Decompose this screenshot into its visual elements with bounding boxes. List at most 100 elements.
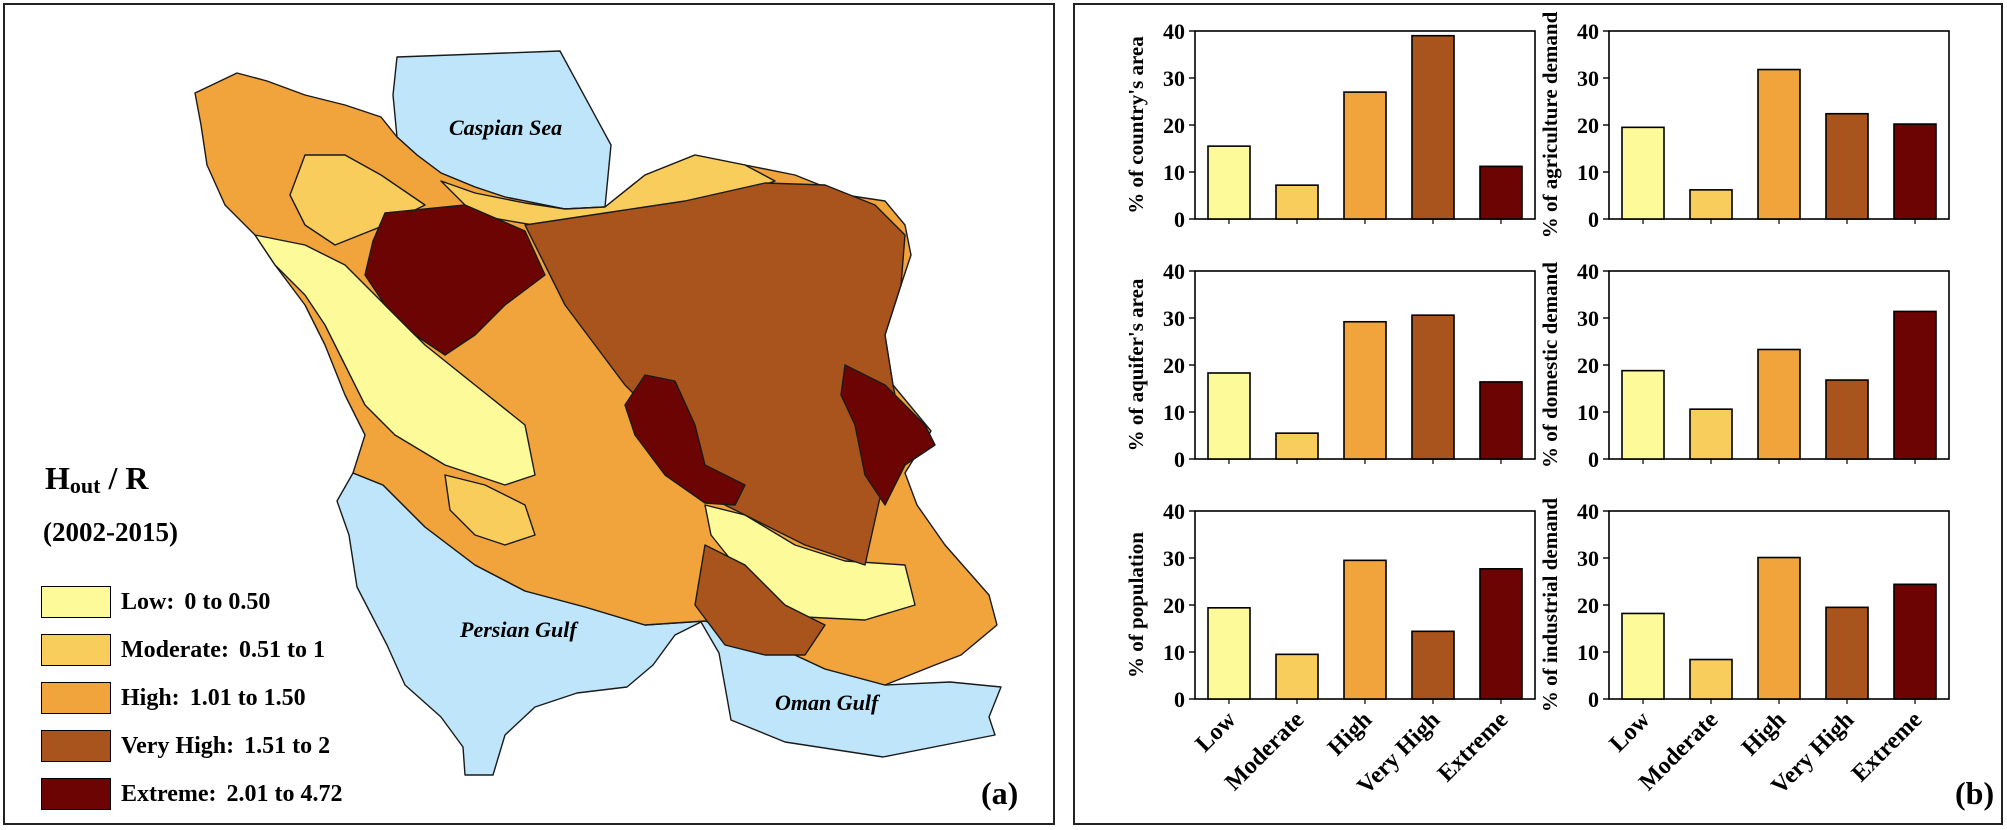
bar-chart: 0 10 20 30 40 % of aquifer's area — [1124, 259, 1536, 472]
bar — [1825, 606, 1869, 700]
legend-class-range: 1.01 to 1.50 — [189, 684, 306, 711]
legend-class-name: Moderate: — [121, 636, 229, 663]
persian-gulf-label: Persian Gulf — [460, 617, 577, 642]
legend-class-name: Extreme: — [121, 780, 217, 807]
x-tick-label: Extreme — [1847, 707, 1928, 788]
region-extreme-northwest — [364, 204, 546, 356]
bar — [1207, 145, 1251, 220]
y-tick-label: 30 — [1577, 306, 1599, 331]
legend-class-range: 1.51 to 2 — [244, 732, 331, 759]
legend-swatch — [41, 730, 111, 762]
y-tick-label: 0 — [1588, 447, 1599, 472]
panel-b-label: (b) — [1955, 775, 1995, 811]
y-axis-label: % of industrial demand — [1538, 498, 1562, 712]
bar — [1207, 372, 1251, 460]
bar — [1893, 310, 1937, 460]
bar — [1621, 126, 1665, 220]
legend-item: Extreme: 2.01 to 4.72 — [41, 777, 343, 811]
legend-class-name: Low: — [121, 588, 175, 615]
legend-swatch — [41, 778, 111, 810]
panel-a-label: (a) — [981, 775, 1019, 811]
y-tick-label: 20 — [1577, 593, 1599, 618]
y-tick-label: 0 — [1174, 447, 1185, 472]
y-tick-label: 40 — [1163, 19, 1185, 44]
legend-item: Moderate: 0.51 to 1 — [41, 633, 325, 667]
bar — [1275, 432, 1319, 460]
bar-charts: 0 10 20 30 40 % of country's area 0 10 20 30 40 % o… — [1124, 11, 1950, 800]
legend-class-range: 2.01 to 4.72 — [226, 780, 343, 807]
bar — [1825, 112, 1869, 220]
region-extreme-central — [624, 374, 746, 506]
bar — [1411, 314, 1455, 460]
bar — [1479, 381, 1523, 460]
y-axis-label: % of aquifer's area — [1124, 278, 1148, 451]
bar — [1343, 559, 1387, 700]
bar — [1757, 68, 1801, 220]
legend-swatch — [41, 586, 111, 618]
x-tick-label: Low — [1191, 706, 1242, 757]
y-tick-label: 10 — [1163, 160, 1185, 185]
y-axis-label: % of population — [1124, 532, 1148, 678]
bar — [1343, 91, 1387, 220]
y-axis-label: % of domestic demand — [1538, 262, 1562, 468]
bar — [1757, 348, 1801, 460]
legend-swatch — [41, 634, 111, 666]
x-tick-label: High — [1323, 707, 1377, 761]
region-veryhigh-south — [694, 544, 826, 656]
bar — [1825, 379, 1869, 460]
map-panel: Hout / R (2002-2015) Low: 0 to 0.50 Modera… — [3, 3, 1055, 825]
bar — [1275, 653, 1319, 700]
region-extreme-east — [840, 364, 936, 506]
legend-class-name: High: — [121, 684, 180, 711]
bar — [1411, 34, 1455, 220]
x-tick-label: High — [1737, 707, 1791, 761]
bar — [1343, 320, 1387, 460]
y-tick-label: 40 — [1163, 499, 1185, 524]
oman-gulf-label: Oman Gulf — [775, 690, 879, 715]
legend-swatch — [41, 682, 111, 714]
legend-period: (2002-2015) — [43, 517, 178, 547]
x-tick-label: Extreme — [1433, 707, 1514, 788]
y-tick-label: 30 — [1577, 66, 1599, 91]
legend-item: High: 1.01 to 1.50 — [41, 681, 306, 715]
legend-title: Hout / R — [45, 460, 149, 498]
y-tick-label: 40 — [1577, 499, 1599, 524]
bar — [1275, 184, 1319, 220]
y-tick-label: 20 — [1163, 113, 1185, 138]
y-tick-label: 10 — [1577, 640, 1599, 665]
y-tick-label: 0 — [1174, 207, 1185, 232]
y-tick-label: 40 — [1577, 19, 1599, 44]
y-tick-label: 10 — [1163, 640, 1185, 665]
bar-chart: 0 10 20 30 40 % of agriculture demand — [1538, 11, 1950, 238]
bar — [1479, 568, 1523, 700]
bar — [1893, 583, 1937, 700]
y-tick-label: 30 — [1163, 546, 1185, 571]
bar — [1893, 123, 1937, 220]
y-tick-label: 40 — [1577, 259, 1599, 284]
bar — [1689, 658, 1733, 700]
y-axis-label: % of country's area — [1124, 36, 1148, 214]
legend-item: Low: 0 to 0.50 — [41, 585, 270, 619]
bar-chart: 0 10 20 30 40 % of domestic demand — [1538, 259, 1950, 472]
bar — [1757, 556, 1801, 700]
bar — [1621, 369, 1665, 460]
y-tick-label: 20 — [1577, 113, 1599, 138]
bar — [1411, 630, 1455, 700]
bar-charts-panel: 0 10 20 30 40 % of country's area 0 10 20 30 40 % o… — [1073, 3, 2003, 825]
bar-chart: 0 10 20 30 40 % of country's area — [1124, 19, 1536, 232]
y-tick-label: 0 — [1588, 687, 1599, 712]
legend-class-name: Very High: — [121, 732, 235, 759]
iran-hazard-map — [194, 50, 1002, 776]
y-tick-label: 10 — [1577, 400, 1599, 425]
bar — [1479, 165, 1523, 220]
bar — [1689, 189, 1733, 220]
y-axis-label: % of agriculture demand — [1538, 11, 1562, 238]
bar — [1621, 612, 1665, 700]
y-tick-label: 30 — [1163, 66, 1185, 91]
legend-item: Very High: 1.51 to 2 — [41, 729, 330, 763]
y-tick-label: 10 — [1163, 400, 1185, 425]
legend-class-range: 0 to 0.50 — [184, 588, 271, 615]
y-tick-label: 0 — [1588, 207, 1599, 232]
